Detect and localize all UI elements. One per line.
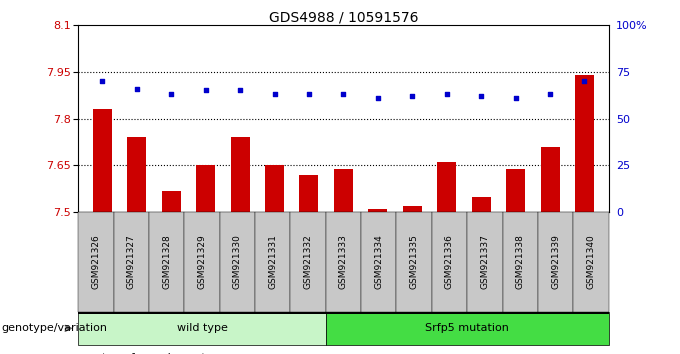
Bar — [231, 137, 250, 212]
Text: GSM921335: GSM921335 — [409, 234, 419, 290]
Text: GSM921327: GSM921327 — [126, 235, 136, 289]
Text: GSM921332: GSM921332 — [303, 235, 313, 289]
Bar — [93, 109, 112, 212]
Text: GSM921340: GSM921340 — [586, 235, 596, 289]
Point — [303, 91, 314, 97]
Text: GSM921337: GSM921337 — [480, 234, 490, 290]
Bar — [334, 169, 353, 212]
Point — [200, 87, 211, 93]
Text: GDS4988 / 10591576: GDS4988 / 10591576 — [269, 11, 418, 25]
Text: Srfp5 mutation: Srfp5 mutation — [425, 323, 509, 333]
Text: GSM921329: GSM921329 — [197, 235, 207, 289]
Text: GSM921336: GSM921336 — [445, 234, 454, 290]
Text: GSM921339: GSM921339 — [551, 234, 560, 290]
Point — [235, 87, 245, 93]
Bar — [265, 165, 284, 212]
Bar — [369, 209, 388, 212]
Text: GSM921330: GSM921330 — [233, 234, 242, 290]
Text: GSM921328: GSM921328 — [162, 235, 171, 289]
Text: transformed count: transformed count — [102, 353, 206, 354]
Bar — [575, 75, 594, 212]
Text: wild type: wild type — [177, 323, 227, 333]
Point — [407, 93, 418, 99]
Point — [510, 95, 521, 101]
Point — [441, 91, 452, 97]
Text: ■: ■ — [85, 353, 95, 354]
Point — [131, 86, 142, 91]
Text: GSM921333: GSM921333 — [339, 234, 348, 290]
Bar — [403, 206, 422, 212]
Point — [476, 93, 487, 99]
Bar — [299, 175, 318, 212]
Point — [97, 78, 107, 84]
Bar — [541, 147, 560, 212]
Text: genotype/variation: genotype/variation — [1, 323, 107, 333]
Bar — [162, 190, 181, 212]
Point — [166, 91, 177, 97]
Bar — [506, 169, 525, 212]
Point — [579, 78, 590, 84]
Point — [338, 91, 349, 97]
Point — [269, 91, 280, 97]
Text: GSM921326: GSM921326 — [91, 235, 101, 289]
Point — [373, 95, 384, 101]
Text: GSM921338: GSM921338 — [515, 234, 525, 290]
Bar — [127, 137, 146, 212]
Point — [545, 91, 556, 97]
Text: GSM921331: GSM921331 — [268, 234, 277, 290]
Bar — [196, 165, 215, 212]
Text: GSM921334: GSM921334 — [374, 235, 384, 289]
Bar — [472, 197, 491, 212]
Bar — [437, 162, 456, 212]
